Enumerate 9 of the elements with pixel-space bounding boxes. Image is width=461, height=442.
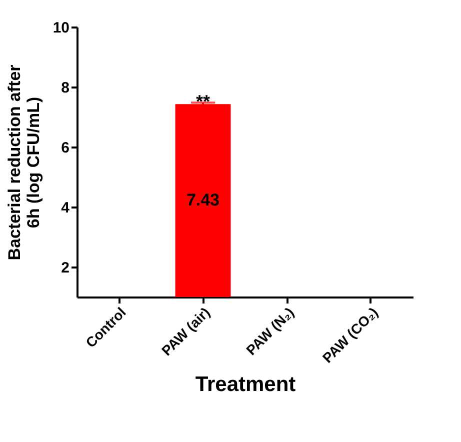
y-tick-label: 10	[52, 20, 70, 36]
y-axis-title: Bacterial reduction after 6h (log CFU/mL)	[4, 64, 43, 260]
y-tick-label: 4	[61, 200, 70, 216]
annotation: **	[196, 92, 210, 112]
x-axis-title: Treatment	[195, 372, 296, 396]
data-label: 7.43	[186, 190, 220, 210]
y-tick-label: 8	[61, 80, 70, 96]
y-tick-label: 6	[61, 140, 70, 156]
y-tick-label: 2	[61, 260, 70, 276]
